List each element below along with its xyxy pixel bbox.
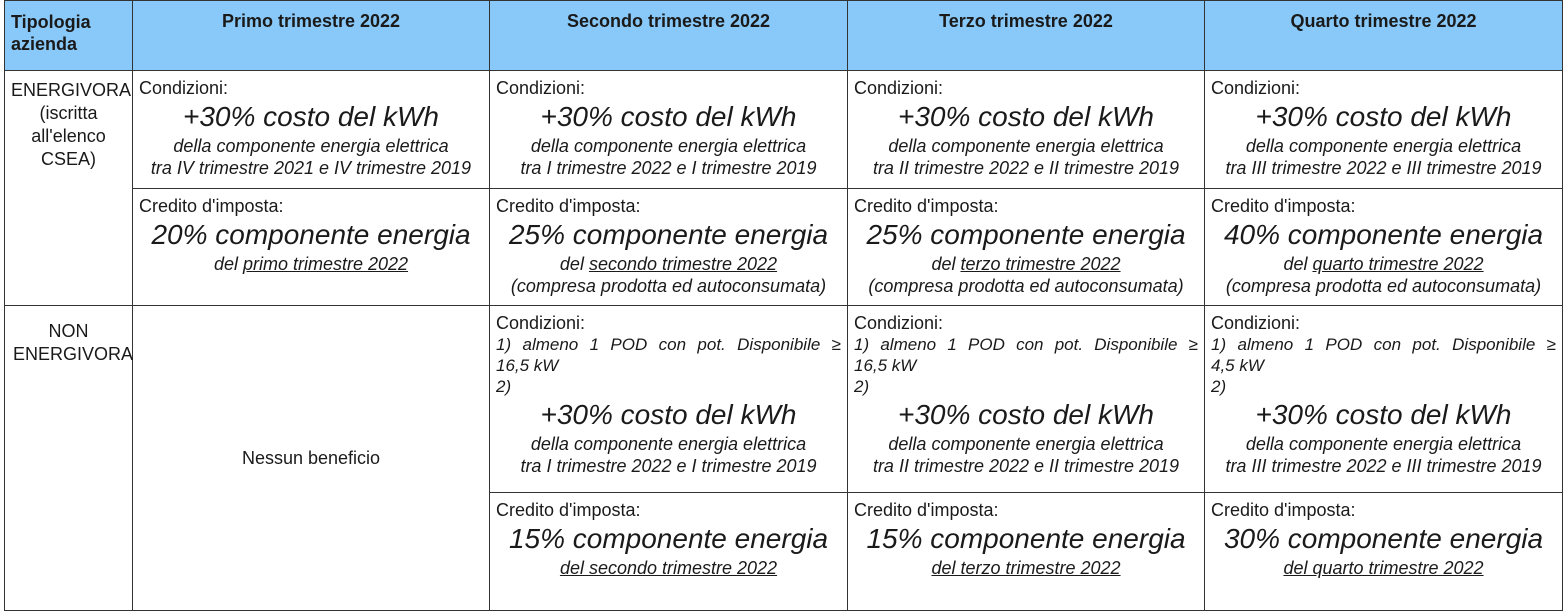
header-type: Tipologia azienda — [4, 0, 133, 71]
credit-period: del quarto trimestre 2022 — [1283, 254, 1484, 274]
condition-line1: della componente energia elettrica — [530, 136, 807, 156]
energivora-credit-q2: Credito d'imposta: 25% componente energi… — [489, 188, 848, 306]
energivora-condition-q3: Condizioni: +30% costo del kWh della com… — [847, 70, 1205, 189]
condition-pod-power: 16,5 kW — [854, 356, 917, 375]
non-energivora-credit-q2: Credito d'imposta: 15% componente energi… — [489, 492, 848, 611]
energivora-label: ENERGIVORA (iscritta all'elenco CSEA) — [4, 70, 133, 306]
condition-line2: tra III trimestre 2022 e III trimestre 2… — [1225, 456, 1542, 476]
credit-label: Credito d'imposta: — [854, 196, 999, 216]
credit-period: del primo trimestre 2022 — [213, 254, 409, 274]
credit-label: Credito d'imposta: — [496, 500, 641, 520]
condition-pod-power: 4,5 kW — [1211, 356, 1264, 375]
condition-line2: tra III trimestre 2022 e III trimestre 2… — [1225, 158, 1542, 178]
no-benefit: Nessun beneficio — [132, 305, 490, 611]
credit-main: 15% componente energia — [508, 523, 829, 554]
credit-main: 15% componente energia — [866, 523, 1186, 554]
energivora-conditions-row: ENERGIVORA (iscritta all'elenco CSEA) Co… — [4, 70, 1563, 306]
header-row: Tipologia azienda Primo trimestre 2022 S… — [4, 0, 1563, 71]
non-energivora-credits-row: Credito d'imposta: 15% componente energi… — [5, 492, 1563, 611]
condition-line1: della componente energia elettrica — [888, 136, 1164, 156]
condition-line2: tra IV trimestre 2021 e IV trimestre 201… — [150, 158, 472, 178]
condition-main: +30% costo del kWh — [1255, 399, 1512, 430]
credit-label: Credito d'imposta: — [1211, 500, 1356, 520]
header-q3: Terzo trimestre 2022 — [847, 0, 1205, 71]
credit-label: Credito d'imposta: — [1211, 196, 1356, 216]
energivora-condition-q2: Condizioni: +30% costo del kWh della com… — [489, 70, 848, 189]
condition-main: +30% costo del kWh — [540, 399, 797, 430]
header-q2: Secondo trimestre 2022 — [489, 0, 848, 71]
header-q4: Quarto trimestre 2022 — [1204, 0, 1563, 71]
condition-second: 2) — [854, 377, 870, 396]
condition-pod: 1) almeno 1 POD con pot. Disponibile ≥ — [496, 335, 841, 354]
non-energivora-label: NON ENERGIVORA — [4, 305, 133, 611]
header-q1: Primo trimestre 2022 — [132, 0, 490, 71]
condition-label: Condizioni: — [139, 78, 229, 98]
credit-main: 30% componente energia — [1223, 523, 1544, 554]
non-energivora-condition-q2: Condizioni: 1) almeno 1 POD con pot. Dis… — [489, 305, 848, 493]
condition-pod: 1) almeno 1 POD con pot. Disponibile ≥ — [1211, 335, 1556, 354]
credit-main: 20% componente energia — [151, 219, 471, 250]
condition-label: Condizioni: — [854, 78, 944, 98]
energivora-condition-q4: Condizioni: +30% costo del kWh della com… — [1204, 70, 1563, 189]
credit-label: Credito d'imposta: — [139, 196, 284, 216]
credit-main: 25% componente energia — [866, 219, 1186, 250]
condition-line2: tra II trimestre 2022 e II trimestre 201… — [872, 158, 1180, 178]
non-energivora-condition-q3: Condizioni: 1) almeno 1 POD con pot. Dis… — [847, 305, 1205, 493]
credit-period: del terzo trimestre 2022 — [931, 558, 1121, 578]
non-energivora-conditions-row: NON ENERGIVORA Nessun beneficio Condizio… — [4, 305, 1563, 611]
energivora-condition-q1: Condizioni: +30% costo del kWh della com… — [132, 70, 490, 189]
condition-line1: della componente energia elettrica — [1245, 136, 1522, 156]
condition-line1: della componente energia elettrica — [173, 136, 449, 156]
credit-note: (compresa prodotta ed autoconsumata) — [510, 276, 827, 296]
credit-period: del secondo trimestre 2022 — [559, 254, 778, 274]
non-energivora-credit-q3: Credito d'imposta: 15% componente energi… — [847, 492, 1205, 611]
non-energivora-condition-q4: Condizioni: 1) almeno 1 POD con pot. Dis… — [1204, 305, 1563, 493]
energivora-credit-q4: Credito d'imposta: 40% componente energi… — [1204, 188, 1563, 306]
condition-pod-power: 16,5 kW — [496, 356, 559, 375]
credit-main: 40% componente energia — [1223, 219, 1544, 250]
credit-period: del terzo trimestre 2022 — [931, 254, 1121, 274]
credit-note: (compresa prodotta ed autoconsumata) — [868, 276, 1184, 296]
condition-main: +30% costo del kWh — [897, 101, 1155, 132]
condition-main: +30% costo del kWh — [1255, 101, 1512, 132]
condition-line1: della componente energia elettrica — [888, 434, 1164, 454]
condition-second: 2) — [1211, 377, 1227, 396]
credit-label: Credito d'imposta: — [854, 500, 999, 520]
condition-label: Condizioni: — [496, 313, 586, 333]
condition-label: Condizioni: — [1211, 313, 1301, 333]
condition-second: 2) — [496, 377, 512, 396]
credit-label: Credito d'imposta: — [496, 196, 641, 216]
condition-label: Condizioni: — [1211, 78, 1301, 98]
credit-period: del quarto trimestre 2022 — [1283, 558, 1484, 578]
non-energivora-credit-q4: Credito d'imposta: 30% componente energi… — [1204, 492, 1563, 611]
condition-main: +30% costo del kWh — [897, 399, 1155, 430]
condition-line1: della componente energia elettrica — [530, 434, 807, 454]
condition-main: +30% costo del kWh — [540, 101, 797, 132]
condition-line2: tra I trimestre 2022 e I trimestre 2019 — [520, 158, 817, 178]
condition-line2: tra II trimestre 2022 e II trimestre 201… — [872, 456, 1180, 476]
condition-pod: 1) almeno 1 POD con pot. Disponibile ≥ — [854, 335, 1198, 354]
condition-main: +30% costo del kWh — [182, 101, 440, 132]
credit-note: (compresa prodotta ed autoconsumata) — [1225, 276, 1542, 296]
credit-period: del secondo trimestre 2022 — [559, 558, 778, 578]
condition-line1: della componente energia elettrica — [1245, 434, 1522, 454]
energivora-credit-q1: Credito d'imposta: 20% componente energi… — [132, 188, 490, 306]
benefits-table: Tipologia azienda Primo trimestre 2022 S… — [4, 0, 1563, 611]
condition-label: Condizioni: — [854, 313, 944, 333]
condition-label: Condizioni: — [496, 78, 586, 98]
condition-line2: tra I trimestre 2022 e I trimestre 2019 — [520, 456, 817, 476]
credit-main: 25% componente energia — [508, 219, 829, 250]
energivora-credit-q3: Credito d'imposta: 25% componente energi… — [847, 188, 1205, 306]
energivora-credits-row: Credito d'imposta: 20% componente energi… — [5, 188, 1563, 306]
